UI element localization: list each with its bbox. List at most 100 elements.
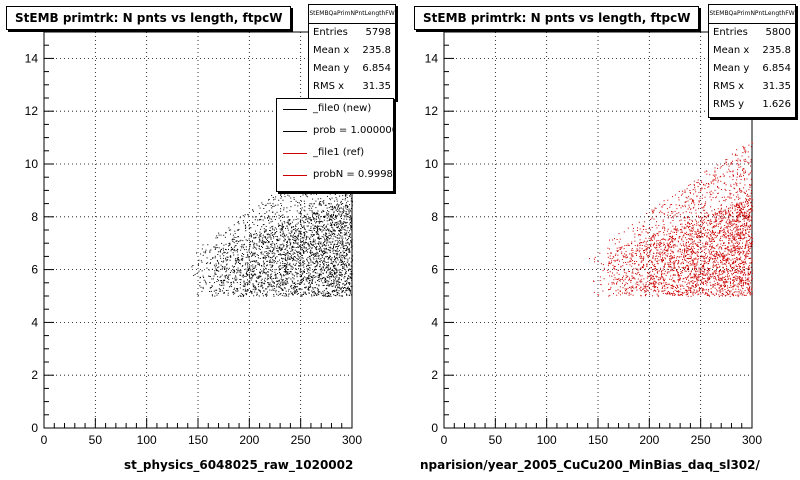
scatter-point <box>678 281 679 283</box>
scatter-point <box>695 267 697 269</box>
scatter-point <box>330 283 331 285</box>
scatter-point <box>740 231 742 233</box>
scatter-point <box>215 268 217 270</box>
scatter-point <box>351 256 353 258</box>
scatter-point <box>651 278 653 280</box>
scatter-point <box>231 239 233 241</box>
scatter-point <box>306 213 308 215</box>
scatter-point <box>336 204 337 206</box>
scatter-point <box>320 278 322 280</box>
stat-label: RMS x <box>313 81 345 92</box>
scatter-point <box>223 287 224 289</box>
scatter-point <box>258 237 260 239</box>
scatter-point <box>629 253 631 255</box>
scatter-point <box>647 252 648 254</box>
scatter-point <box>610 262 612 264</box>
scatter-point <box>328 235 330 237</box>
scatter-point <box>208 269 210 271</box>
scatter-point <box>289 271 291 273</box>
scatter-point <box>295 239 297 241</box>
scatter-point <box>303 272 305 273</box>
scatter-point <box>281 275 283 277</box>
scatter-point <box>259 272 261 274</box>
scatter-point <box>245 228 246 229</box>
scatter-point <box>748 288 750 290</box>
scatter-point <box>288 288 290 290</box>
scatter-point <box>338 273 340 275</box>
scatter-point <box>729 293 731 295</box>
scatter-point <box>291 249 293 251</box>
scatter-point <box>262 295 264 297</box>
scatter-point <box>302 251 304 253</box>
scatter-point <box>281 248 282 250</box>
scatter-point <box>301 281 303 283</box>
scatter-point <box>734 246 736 248</box>
scatter-point <box>279 283 281 285</box>
scatter-point <box>342 283 344 285</box>
scatter-point <box>627 245 629 247</box>
scatter-point <box>317 214 319 216</box>
scatter-point <box>272 206 274 207</box>
scatter-point <box>625 274 627 276</box>
scatter-point <box>277 204 279 206</box>
scatter-point <box>324 270 326 272</box>
scatter-point <box>679 277 681 279</box>
scatter-point <box>668 283 670 285</box>
scatter-point <box>281 288 283 290</box>
scatter-point <box>348 249 350 251</box>
scatter-point <box>734 258 736 259</box>
left-stats-box[interactable]: StEMBQaPrimNPntLengthFW Entries 5798 Mea… <box>308 4 396 100</box>
scatter-point <box>704 229 706 231</box>
scatter-point <box>251 277 252 279</box>
legend-box[interactable]: _file0 (new) prob = 1.000000 _file1 (ref… <box>276 98 394 192</box>
scatter-point <box>330 216 332 217</box>
scatter-point <box>279 262 281 264</box>
scatter-point <box>301 274 303 276</box>
scatter-point <box>734 208 736 210</box>
scatter-point <box>683 288 685 289</box>
scatter-point <box>315 232 317 234</box>
scatter-point <box>347 216 348 218</box>
scatter-point <box>326 241 328 243</box>
scatter-point <box>333 270 335 272</box>
scatter-point <box>341 257 343 259</box>
scatter-point <box>235 237 237 238</box>
scatter-point <box>314 256 316 258</box>
scatter-point <box>251 273 253 275</box>
scatter-point <box>646 213 648 214</box>
scatter-point <box>298 288 300 290</box>
scatter-point <box>223 280 225 281</box>
scatter-point <box>208 275 210 277</box>
scatter-point <box>312 254 314 256</box>
scatter-point <box>612 264 614 266</box>
scatter-point <box>622 255 624 257</box>
scatter-point <box>709 229 711 231</box>
scatter-point <box>226 256 228 258</box>
scatter-point <box>658 277 660 279</box>
scatter-point <box>652 235 654 236</box>
scatter-point <box>730 197 732 199</box>
scatter-point <box>731 293 733 295</box>
scatter-point <box>724 285 726 286</box>
scatter-point <box>222 257 224 259</box>
scatter-point <box>223 251 225 253</box>
scatter-point <box>748 244 750 246</box>
scatter-point <box>308 282 310 284</box>
scatter-point <box>254 252 256 254</box>
scatter-point <box>630 290 632 292</box>
scatter-point <box>226 270 228 272</box>
scatter-point <box>323 292 325 294</box>
scatter-point <box>748 215 750 217</box>
scatter-point <box>317 280 318 281</box>
scatter-point <box>717 253 719 255</box>
scatter-point <box>245 249 247 251</box>
scatter-point <box>268 247 270 249</box>
scatter-point <box>223 282 225 284</box>
scatter-point <box>194 273 196 275</box>
scatter-point <box>292 287 294 288</box>
scatter-point <box>722 214 724 216</box>
scatter-point <box>307 242 309 244</box>
y-tick-label: 0 <box>31 421 38 435</box>
scatter-point <box>685 289 686 291</box>
scatter-point <box>234 245 236 247</box>
